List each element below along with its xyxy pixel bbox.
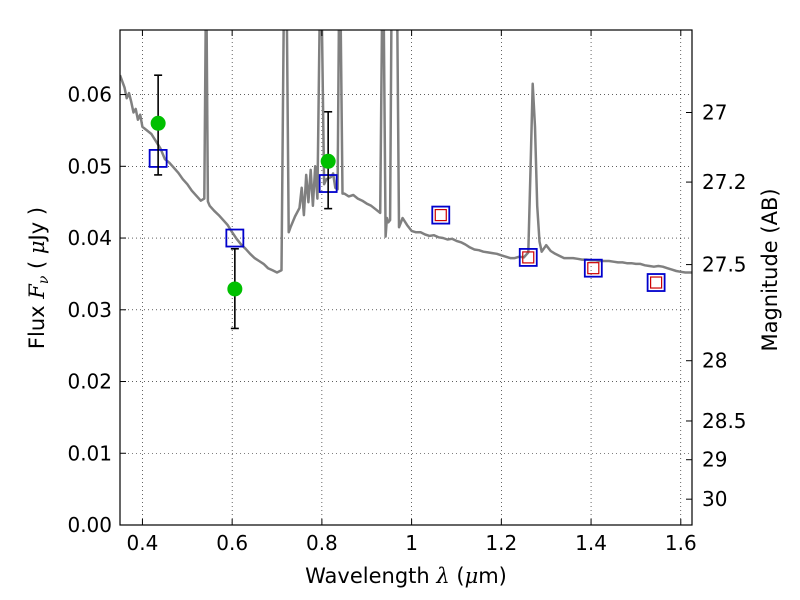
x-axis-label: Wavelength λ (μm) (305, 564, 507, 588)
y2-tick-label: 27.2 (702, 170, 747, 194)
observed-point (150, 115, 166, 131)
model-photometry-inner-marker (434, 208, 447, 222)
y-tick-label: 0.00 (67, 513, 112, 537)
observed-point (227, 281, 243, 297)
model-photometry-inner-marker (650, 276, 663, 289)
ylabel-sym: F (25, 283, 49, 300)
x-tick-label: 0.6 (216, 531, 248, 555)
model-photometry-marker (583, 258, 603, 278)
ylabel-sub: ν (36, 275, 52, 284)
x-tick-label: 0.4 (127, 531, 159, 555)
y2-tick-label: 28 (702, 349, 727, 373)
y-tick-label: 0.04 (67, 226, 112, 250)
ylabel-mid: ( (25, 254, 49, 276)
x-tick-label: 1.2 (485, 531, 517, 555)
y-axis-label: Flux Fν ( μJy ) (25, 207, 52, 349)
xlabel-mid: ( (450, 564, 465, 588)
ylabel-post: Jy ) (25, 207, 49, 243)
y2-tick-label: 27.5 (702, 253, 747, 277)
y-tick-label: 0.03 (67, 298, 112, 322)
x-tick-label: 0.8 (306, 531, 338, 555)
x-tick-label: 1.6 (665, 531, 697, 555)
model-photometry-marker (646, 273, 666, 292)
axis-ticks: 0.4 0.6 0.8 1 1.2 1.4 1.6 0.00 0.01 0.02 0.03 0.04 0… (67, 30, 747, 555)
y2-tick-label: 29 (702, 448, 727, 472)
plot-frame (119, 29, 693, 526)
xlabel-post: m) (478, 564, 507, 588)
model-photometry-marker (225, 228, 245, 248)
model-photometry-inner-marker (522, 251, 535, 264)
data-markers (148, 74, 666, 330)
model-spectrum-line (120, 30, 692, 274)
y-tick-label: 0.01 (67, 441, 112, 465)
y2-tick-label: 30 (702, 487, 727, 511)
y2-tick-label: 27 (702, 101, 727, 125)
y2-tick-label: 28.5 (702, 409, 747, 433)
y-tick-label: 0.02 (67, 370, 112, 394)
y-tick-label: 0.06 (67, 83, 112, 107)
model-photometry-marker (518, 248, 538, 267)
x-tick-label: 1 (405, 531, 418, 555)
model-photometry-inner-marker (587, 262, 600, 275)
xlabel-sym: λ (435, 564, 449, 588)
model-photometry-marker (431, 205, 451, 225)
x-tick-label: 1.4 (575, 531, 607, 555)
y-tick-label: 0.05 (67, 154, 112, 178)
ylabel-pre: Flux (25, 299, 49, 349)
xlabel-pre: Wavelength (305, 564, 436, 588)
xlabel-mu: μ (465, 564, 479, 588)
ylabel-mu: μ (25, 240, 49, 254)
observed-point (320, 153, 336, 169)
y2-axis-label: Magnitude (AB) (758, 188, 782, 351)
